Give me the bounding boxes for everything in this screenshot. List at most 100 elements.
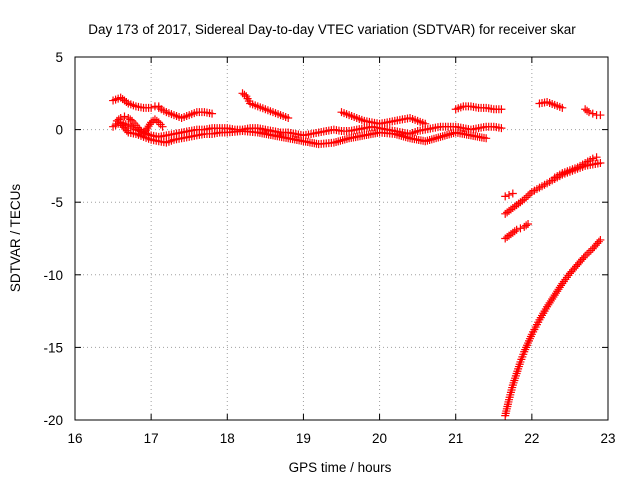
data-point xyxy=(120,112,129,121)
data-point xyxy=(208,109,217,118)
x-tick-label: 21 xyxy=(448,431,463,446)
x-tick-label: 19 xyxy=(296,431,311,446)
x-tick-label: 20 xyxy=(372,431,387,446)
y-axis-label: SDTVAR / TECUs xyxy=(8,184,23,293)
data-point xyxy=(583,106,592,115)
data-point xyxy=(508,189,517,198)
y-tick-label: 5 xyxy=(55,50,63,65)
data-point xyxy=(558,103,567,112)
data-point xyxy=(524,191,533,200)
x-tick-label: 16 xyxy=(67,431,82,446)
data-point xyxy=(586,246,595,255)
series-lower-band xyxy=(116,119,491,149)
data-point xyxy=(581,251,590,260)
series-upper-arc-22.7h xyxy=(581,105,605,120)
data-point xyxy=(432,134,441,143)
data-point xyxy=(423,136,432,145)
data-point xyxy=(510,227,519,236)
series-curve-b-start xyxy=(501,189,517,201)
data-point xyxy=(158,122,167,131)
data-point xyxy=(445,130,454,139)
series-upper-arc-left xyxy=(109,93,163,112)
data-point xyxy=(342,134,351,143)
data-point xyxy=(558,279,567,288)
series-upper-arc-19h xyxy=(337,108,430,128)
data-point xyxy=(562,273,571,282)
data-point xyxy=(559,277,568,286)
x-tick-label: 17 xyxy=(144,431,159,446)
series-upper-arc-18h xyxy=(238,89,293,122)
data-point xyxy=(438,132,447,141)
data-point xyxy=(497,105,506,114)
data-point xyxy=(522,193,531,202)
series-curve-a-upper xyxy=(550,153,601,182)
data-point xyxy=(332,138,341,147)
data-point xyxy=(126,115,135,124)
data-point xyxy=(501,192,510,201)
series-upper-arc-mid xyxy=(154,103,217,122)
series-small-loops xyxy=(112,112,167,138)
data-point xyxy=(588,109,597,118)
data-point xyxy=(516,224,525,233)
data-point xyxy=(596,111,605,120)
y-tick-label: 0 xyxy=(55,123,63,138)
series-curve-a xyxy=(501,158,605,218)
data-point xyxy=(561,275,570,284)
data-point xyxy=(116,113,125,122)
data-point xyxy=(594,237,603,246)
plot-border xyxy=(74,56,609,421)
x-tick-labels: 16 17 18 19 20 21 22 23 xyxy=(67,431,615,446)
data-point xyxy=(447,129,456,138)
data-point xyxy=(421,137,430,146)
data-point xyxy=(122,98,131,107)
data-point xyxy=(596,235,605,244)
series-upper-arc-21h xyxy=(451,102,506,114)
series-upper-arc-22h xyxy=(535,98,567,112)
data-point xyxy=(152,116,161,125)
data-point xyxy=(425,135,434,144)
data-point xyxy=(522,221,531,230)
data-point xyxy=(334,137,343,146)
x-tick-label: 23 xyxy=(600,431,615,446)
data-point xyxy=(427,135,436,144)
y-tick-label: -10 xyxy=(43,268,63,283)
data-point xyxy=(482,134,491,143)
data-point xyxy=(156,120,165,129)
data-point xyxy=(497,124,506,133)
x-tick-label: 18 xyxy=(220,431,235,446)
data-point xyxy=(429,134,438,143)
chart-title: Day 173 of 2017, Sidereal Day-to-day VTE… xyxy=(88,22,576,37)
data-point xyxy=(434,133,443,142)
data-point xyxy=(592,153,601,162)
data-point xyxy=(520,195,529,204)
y-tick-label: -15 xyxy=(43,340,63,355)
series-curve-c xyxy=(501,219,533,243)
grid-layer xyxy=(75,57,608,420)
data-point xyxy=(436,132,445,141)
series-steep-curve xyxy=(501,235,605,420)
y-tick-label: -5 xyxy=(51,195,63,210)
data-point xyxy=(338,136,347,145)
data-point xyxy=(584,248,593,257)
x-tick-label: 22 xyxy=(524,431,539,446)
data-point xyxy=(512,225,521,234)
data-point xyxy=(440,131,449,140)
y-tick-labels: -20 -15 -10 -5 0 5 xyxy=(43,50,63,428)
x-axis-label: GPS time / hours xyxy=(289,460,392,475)
data-point xyxy=(336,136,345,145)
data-point xyxy=(588,154,597,163)
tick-marks xyxy=(74,56,609,421)
data-points xyxy=(109,89,605,420)
data-point xyxy=(443,130,452,139)
data-point xyxy=(583,250,592,259)
data-point xyxy=(340,135,349,144)
data-point xyxy=(524,219,533,228)
data-point xyxy=(579,253,588,262)
data-point xyxy=(518,196,527,205)
data-point xyxy=(147,103,156,112)
data-point xyxy=(114,115,123,124)
data-point xyxy=(584,108,593,117)
data-point xyxy=(122,126,131,135)
data-point xyxy=(284,113,293,122)
